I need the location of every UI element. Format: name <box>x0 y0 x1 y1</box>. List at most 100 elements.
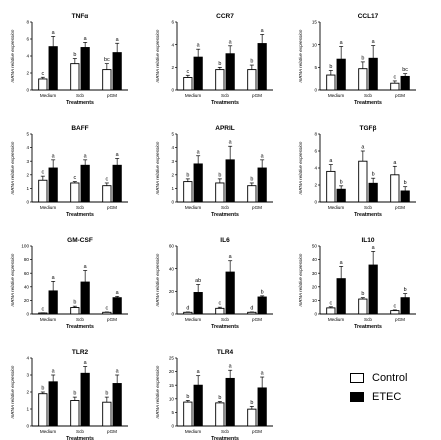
chart-title: IL10 <box>361 237 374 244</box>
x-tick-label: Medium <box>185 93 202 98</box>
panel-april: APRIL mRNA relative expression 0 1 2 3 4 5 Mediu… <box>155 125 273 218</box>
significance-letter: a <box>52 30 55 36</box>
significance-letter: b <box>361 291 364 297</box>
x-tick-label: Scb <box>221 429 229 434</box>
significance-letter: a <box>52 275 55 281</box>
y-tick-label: 3 <box>171 159 174 164</box>
x-tick-label: pGM <box>107 429 117 434</box>
bar-etec <box>400 75 410 91</box>
significance-letter: b <box>218 172 221 178</box>
y-axis-label: mRNA relative expression <box>155 29 160 82</box>
x-tick-label: Scb <box>76 205 84 210</box>
significance-letter: b <box>73 52 76 58</box>
y-tick-label: 60 <box>24 271 30 276</box>
significance-letter: c <box>393 74 396 80</box>
y-tick-label: 0 <box>171 424 174 429</box>
x-axis-label: Treatments <box>354 100 382 106</box>
bar-control <box>38 312 48 315</box>
chart-title: APRIL <box>215 125 235 132</box>
significance-letter: b <box>404 287 407 293</box>
bar-control <box>326 74 336 91</box>
panel-il10: IL10 mRNA relative expression 0 10 20 30 40 50 M… <box>298 237 416 330</box>
y-tick-label: 50 <box>312 244 318 249</box>
y-tick-label: 80 <box>24 257 30 262</box>
bar-control <box>70 307 80 315</box>
x-tick-label: Medium <box>40 317 57 322</box>
significance-letter: c <box>105 305 108 311</box>
bar-etec <box>112 383 122 427</box>
y-axis-label: mRNA relative expression <box>155 141 160 194</box>
bar-control <box>183 311 193 315</box>
significance-letter: a <box>229 140 232 146</box>
x-axis-label: Treatments <box>66 100 94 106</box>
y-tick-label: 8 <box>26 20 29 25</box>
panel-tgf: TGFβ mRNA relative expression 0 2 4 6 8 Medium a… <box>298 125 416 218</box>
x-tick-label: Scb <box>364 205 372 210</box>
y-tick-label: 25 <box>169 356 175 361</box>
chart-title: IL6 <box>220 237 230 244</box>
y-tick-label: 4 <box>26 54 29 59</box>
y-tick-label: 2 <box>171 65 174 70</box>
x-tick-label: Scb <box>76 429 84 434</box>
panel-tnf: TNFα mRNA relative expression 0 2 4 6 8 Medium c… <box>10 13 128 106</box>
significance-letter: ab <box>195 278 201 284</box>
chart-title: CCL17 <box>358 13 379 20</box>
bar-control <box>215 402 225 427</box>
bar-control <box>247 311 257 315</box>
bar-control <box>390 174 400 203</box>
significance-letter: a <box>197 369 200 375</box>
bar-etec <box>80 47 90 91</box>
bar-control <box>358 68 368 91</box>
y-tick-label: 20 <box>312 284 318 289</box>
y-tick-label: 0 <box>171 312 174 317</box>
legend-swatch-etec <box>350 392 364 402</box>
bar-etec <box>112 164 122 203</box>
x-tick-label: Scb <box>221 205 229 210</box>
panel-gm-csf: GM-CSF mRNA relative expression 0 20 40 60 80 1… <box>10 237 128 330</box>
legend-item-control: Control <box>350 371 407 385</box>
bar-control <box>326 307 336 315</box>
y-tick-label: 8 <box>314 132 317 137</box>
bar-control <box>38 393 48 427</box>
bar-etec <box>193 163 203 203</box>
significance-letter: b <box>329 64 332 70</box>
bar-etec <box>368 182 378 203</box>
x-tick-label: pGM <box>252 429 262 434</box>
y-tick-label: 4 <box>171 145 174 150</box>
y-tick-label: 15 <box>312 20 318 25</box>
bar-etec <box>400 297 410 315</box>
bar-etec <box>48 290 58 315</box>
bar-control <box>215 307 225 315</box>
y-tick-label: 0 <box>314 88 317 93</box>
y-tick-label: 1 <box>171 186 174 191</box>
y-tick-label: 4 <box>171 42 174 47</box>
y-tick-label: 0 <box>26 424 29 429</box>
panel-tlr2: TLR2 mRNA relative expression 0 1 2 3 4 Medium b… <box>10 349 128 440</box>
bar-control <box>247 69 257 91</box>
chart-title: TGFβ <box>360 125 377 132</box>
y-axis-label: mRNA relative expression <box>10 141 15 194</box>
bar-etec <box>193 56 203 91</box>
y-tick-label: 0 <box>26 200 29 205</box>
significance-letter: b <box>105 391 108 397</box>
x-tick-label: Medium <box>185 429 202 434</box>
y-tick-label: 1 <box>26 186 29 191</box>
significance-letter: b <box>73 391 76 397</box>
y-tick-label: 0 <box>314 200 317 205</box>
y-axis-label: mRNA relative expression <box>298 253 303 306</box>
y-tick-label: 20 <box>24 298 30 303</box>
bar-control <box>358 160 368 203</box>
significance-letter: a <box>197 43 200 49</box>
y-tick-label: 0 <box>26 88 29 93</box>
significance-letter: a <box>229 254 232 260</box>
y-tick-label: 40 <box>312 257 318 262</box>
significance-letter: c <box>186 69 189 75</box>
bar-etec <box>80 281 90 315</box>
x-tick-label: Scb <box>221 93 229 98</box>
bar-etec <box>80 372 90 427</box>
y-tick-label: 5 <box>171 410 174 415</box>
y-tick-label: 20 <box>169 289 175 294</box>
significance-letter: b <box>250 400 253 406</box>
legend-swatch-control <box>350 373 364 383</box>
